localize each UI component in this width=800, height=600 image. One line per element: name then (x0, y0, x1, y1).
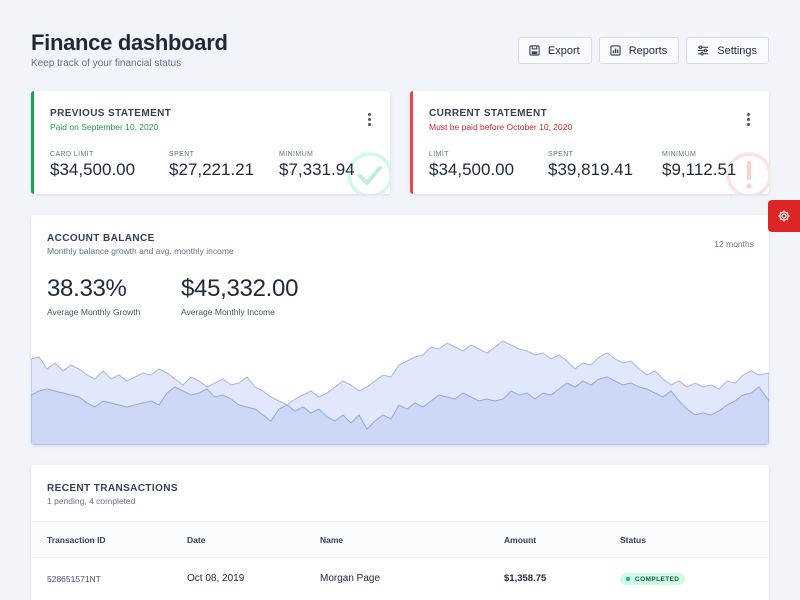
range-selector[interactable]: 12 months (714, 239, 754, 249)
more-options-icon[interactable] (368, 113, 372, 128)
export-button[interactable]: Export (517, 37, 592, 64)
settings-button[interactable]: Settings (686, 37, 769, 64)
income-series-area (31, 376, 769, 445)
current-statement-status: Must be paid before October 10, 2020 (429, 122, 573, 132)
limit-value: $34,500.00 (429, 160, 515, 179)
theme-settings-button[interactable] (768, 200, 800, 232)
account-balance-title: ACCOUNT BALANCE (47, 233, 155, 244)
table-row[interactable]: 528651571NT Oct 08, 2019 Morgan Page $1,… (31, 559, 769, 599)
limit-label: LIMIT (429, 151, 449, 158)
balance-area-chart (31, 340, 769, 445)
spent-value: $27,221.21 (169, 160, 255, 179)
name-cell: Morgan Page (320, 573, 381, 584)
reports-button[interactable]: Reports (598, 37, 680, 64)
page-subtitle: Keep track of your financial status (31, 58, 182, 69)
income-value: $45,332.00 (181, 275, 299, 302)
card-limit-label: CARD LIMIT (50, 151, 94, 158)
spent-value: $39,819.41 (548, 160, 634, 179)
growth-label: Average Monthly Growth (47, 307, 141, 317)
page-title: Finance dashboard (31, 30, 228, 55)
previous-statement-card: PREVIOUS STATEMENT Paid on September 10,… (31, 91, 390, 194)
minimum-value: $7,331.94 (279, 160, 355, 179)
previous-statement-status: Paid on September 10, 2020 (50, 122, 159, 132)
previous-statement-label: PREVIOUS STATEMENT (50, 108, 172, 119)
account-balance-card: ACCOUNT BALANCE Monthly balance growth a… (31, 215, 769, 445)
save-icon (529, 45, 540, 56)
growth-value: 38.33% (47, 275, 127, 302)
settings-button-label: Settings (717, 44, 757, 57)
more-options-icon[interactable] (747, 113, 751, 128)
check-circle-icon (347, 152, 390, 194)
column-header-name[interactable]: Name (320, 535, 344, 545)
sliders-icon (698, 45, 709, 56)
current-statement-label: CURRENT STATEMENT (429, 108, 548, 119)
account-balance-subtitle: Monthly balance growth and avg. monthly … (47, 246, 234, 256)
column-header-transaction-id[interactable]: Transaction ID (47, 535, 106, 545)
spent-label: SPENT (548, 151, 574, 158)
header-actions: Export Reports Settings (517, 37, 769, 64)
status-badge: COMPLETED (620, 573, 686, 585)
status-badge-label: COMPLETED (635, 575, 680, 583)
transaction-id-cell: 528651571NT (47, 574, 101, 584)
column-header-amount[interactable]: Amount (504, 535, 537, 545)
column-header-status[interactable]: Status (620, 535, 646, 545)
chart-icon (610, 45, 621, 56)
date-cell: Oct 08, 2019 (187, 573, 245, 584)
minimum-value: $9,112.51 (662, 160, 737, 179)
reports-button-label: Reports (628, 44, 668, 57)
current-statement-card: CURRENT STATEMENT Must be paid before Oc… (410, 91, 769, 194)
recent-transactions-card: RECENT TRANSACTIONS 1 pending, 4 complet… (31, 465, 769, 600)
status-dot-icon (626, 577, 630, 581)
export-button-label: Export (547, 44, 580, 57)
column-header-date[interactable]: Date (187, 535, 206, 545)
gear-icon (778, 210, 790, 222)
income-label: Average Monthly Income (181, 307, 275, 317)
amount-cell: $1,358.75 (504, 573, 547, 584)
minimum-label: MINIMUM (279, 151, 314, 158)
spent-label: SPENT (169, 151, 195, 158)
card-limit-value: $34,500.00 (50, 160, 136, 179)
minimum-label: MINIMUM (662, 151, 697, 158)
transactions-subtitle: 1 pending, 4 completed (47, 496, 136, 506)
alert-circle-icon (726, 152, 769, 194)
table-header: Transaction ID Date Name Amount Status (31, 521, 769, 558)
transactions-title: RECENT TRANSACTIONS (47, 483, 178, 494)
